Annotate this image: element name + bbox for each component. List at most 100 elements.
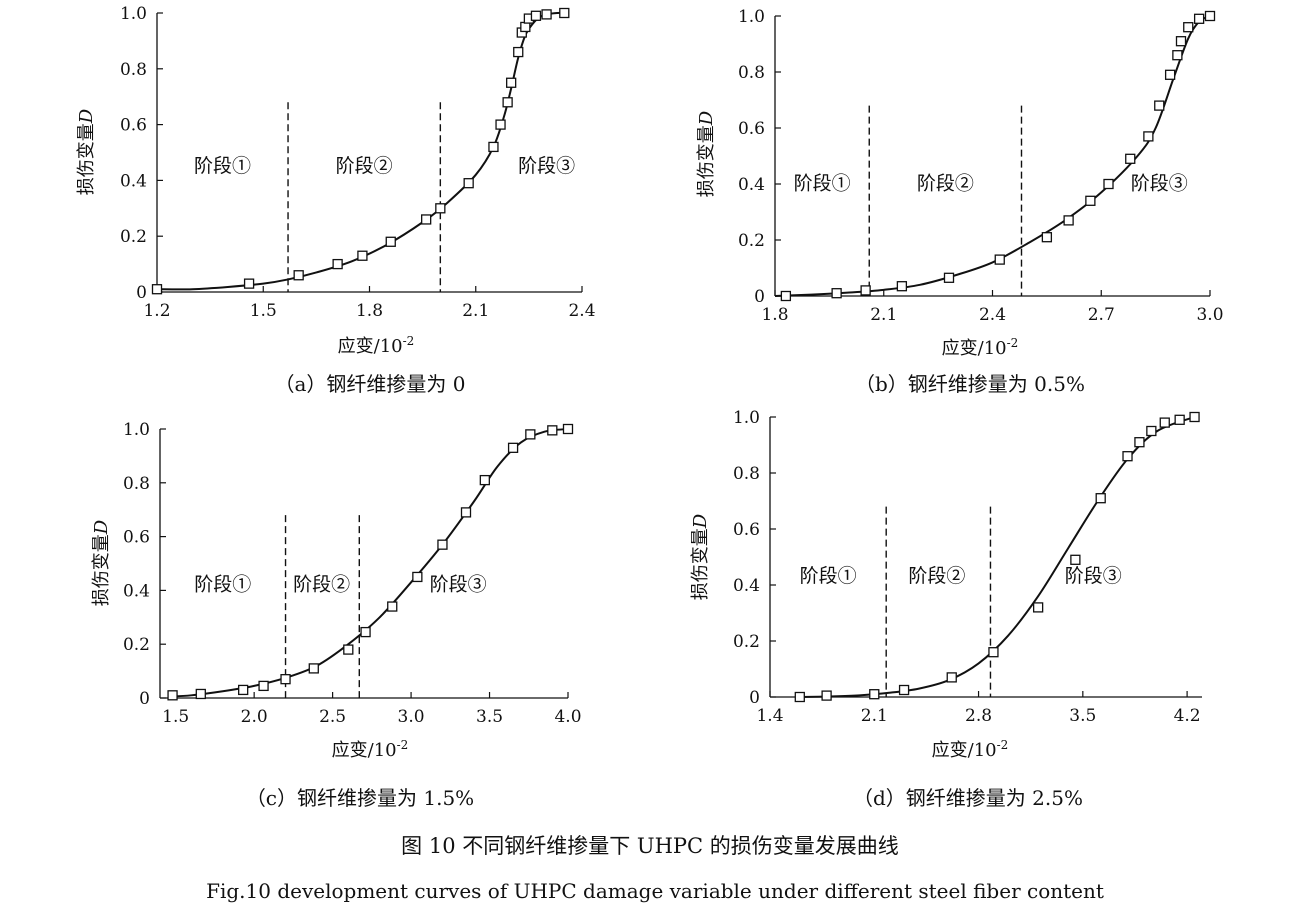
chart-0-x-tick-label: 1.5 xyxy=(250,301,277,321)
chart-2-data-point xyxy=(308,663,319,674)
chart-1-group: 1.8 2.1 2.4 2.7 3.0 0 0.2 0.4 0.6 0.8 1.0 阶段① 阶段② 阶段③… xyxy=(696,7,1224,396)
chart-2-x-axis-label: 应变/10-2 xyxy=(332,738,409,761)
chart-0-data-point xyxy=(151,284,163,295)
chart-0-data-point xyxy=(520,21,531,33)
chart-0-fit-curve xyxy=(156,11,568,291)
chart-1-x-tick-label: 2.1 xyxy=(870,305,897,325)
chart-2-data-point xyxy=(525,429,536,440)
chart-1-y-tick-label: 1.0 xyxy=(738,7,765,27)
chart-1-data-point xyxy=(1125,153,1136,164)
chart-1-caption: （b）钢纤维掺量为 0.5% xyxy=(855,372,1085,396)
chart-1-data-point xyxy=(1193,13,1205,24)
figure-title-en: Fig.10 development curves of UHPC damage… xyxy=(206,879,1104,903)
chart-3-data-point xyxy=(1095,493,1106,504)
chart-3-stage-label: 阶段① xyxy=(800,565,857,587)
chart-1-data-point xyxy=(1103,178,1114,190)
chart-0-data-point xyxy=(357,250,368,261)
chart-0-data-point xyxy=(513,46,524,58)
chart-3-y-tick-label: 0.2 xyxy=(733,632,760,652)
chart-1-y-tick-label: 0.4 xyxy=(738,175,765,195)
chart-3-data-point xyxy=(1032,602,1044,613)
chart-3-data-point xyxy=(1146,425,1157,437)
chart-0-data-point xyxy=(421,214,432,225)
chart-0-y-axis-label: 损伤变量D xyxy=(76,108,97,195)
chart-1-data-point xyxy=(1172,50,1183,61)
chart-0-data-point xyxy=(506,77,517,88)
chart-1-y-tick-label: 0.8 xyxy=(738,63,765,83)
chart-2-x-tick-label: 3.5 xyxy=(476,707,503,727)
chart-2-x-tick-label: 3.0 xyxy=(398,707,425,727)
chart-0-x-tick-label: 1.2 xyxy=(143,301,170,321)
chart-2-data-point xyxy=(280,674,291,685)
chart-2-data-point xyxy=(412,571,423,583)
chart-0-x-axis-label: 应变/10-2 xyxy=(338,334,415,357)
chart-1-x-tick-label: 2.4 xyxy=(979,305,1006,325)
chart-0-data-point xyxy=(488,141,499,153)
chart-3-y-tick-label: 0 xyxy=(749,688,760,708)
chart-1-data-point xyxy=(994,254,1005,265)
chart-0-caption: （a）钢纤维掺量为 0 xyxy=(274,372,465,396)
chart-3-data-point xyxy=(1159,417,1170,428)
chart-1-data-point xyxy=(1063,215,1074,226)
chart-0-y-tick-label: 0.4 xyxy=(120,171,147,191)
chart-1-x-axis-label: 应变/10-2 xyxy=(942,336,1019,359)
chart-0-data-point xyxy=(243,278,255,289)
chart-1-data-point xyxy=(1143,131,1154,142)
chart-2-data-point xyxy=(195,688,206,700)
chart-1-x-tick-label: 1.8 xyxy=(761,305,788,325)
chart-2-stage-label: 阶段③ xyxy=(430,573,487,595)
chart-2-y-axis-label: 损伤变量D xyxy=(91,519,112,606)
chart-3-x-axis-label: 应变/10-2 xyxy=(932,738,1009,761)
chart-2-y-tick-label: 0.2 xyxy=(123,635,150,655)
chart-1-data-point xyxy=(943,272,955,283)
chart-2-stage-label: 阶段① xyxy=(194,573,251,595)
chart-1-y-tick-label: 0.2 xyxy=(738,231,765,251)
chart-0-stage-label: 阶段② xyxy=(336,155,393,177)
chart-1-data-point xyxy=(1164,69,1176,80)
chart-2-data-point xyxy=(479,474,490,486)
chart-3-data-point xyxy=(821,690,832,701)
chart-2-data-point xyxy=(460,507,472,518)
chart-2-stage-label: 阶段② xyxy=(293,573,350,595)
chart-0-data-point xyxy=(502,97,513,108)
chart-3-data-point xyxy=(1174,414,1185,425)
chart-3-group: 1.4 2.1 2.8 3.5 4.2 0 0.2 0.4 0.6 0.8 1.0 阶段① 阶段② 阶段③… xyxy=(690,408,1202,810)
chart-2-data-point xyxy=(437,539,448,550)
chart-3-stage-label: 阶段② xyxy=(908,565,965,587)
chart-0-y-tick-label: 0.6 xyxy=(120,116,147,136)
chart-0-data-point xyxy=(463,178,474,189)
chart-1-data-point xyxy=(896,281,908,292)
chart-3-y-tick-label: 0.6 xyxy=(733,520,760,540)
chart-1-fit-curve xyxy=(774,15,1211,297)
chart-3-data-point xyxy=(1189,411,1200,423)
chart-2-x-tick-label: 2.5 xyxy=(319,707,346,727)
chart-3-x-tick-label: 2.8 xyxy=(965,706,992,726)
chart-2-data-point xyxy=(547,425,558,436)
chart-3-x-tick-label: 4.2 xyxy=(1174,706,1201,726)
chart-1-stage-label: 阶段① xyxy=(794,173,851,195)
chart-2-data-point xyxy=(360,626,371,638)
chart-0-data-point xyxy=(559,7,570,19)
chart-3-y-tick-label: 1.0 xyxy=(733,408,760,428)
chart-0-data-point xyxy=(385,236,396,247)
chart-3-data-point xyxy=(946,672,957,683)
chart-0-y-tick-label: 0.8 xyxy=(120,60,147,80)
chart-0-y-tick-label: 0.2 xyxy=(120,227,147,247)
chart-0-y-tick-label: 1.0 xyxy=(120,4,147,24)
chart-3-y-tick-label: 0.4 xyxy=(733,576,760,596)
chart-3-y-tick-label: 0.8 xyxy=(733,464,760,484)
chart-1-stage-label: 阶段③ xyxy=(1131,173,1188,195)
chart-1-data-point xyxy=(831,288,842,299)
chart-0-data-point xyxy=(293,270,304,281)
chart-0-data-point xyxy=(332,258,343,270)
chart-0-stage-label: 阶段① xyxy=(194,155,251,177)
chart-1-x-tick-label: 2.7 xyxy=(1088,305,1115,325)
chart-1-data-point xyxy=(1085,195,1096,206)
chart-2-x-tick-label: 1.5 xyxy=(162,707,189,727)
chart-0-y-tick-label: 0 xyxy=(136,283,147,303)
chart-1-data-point xyxy=(1175,36,1187,47)
chart-1-y-tick-label: 0.6 xyxy=(738,119,765,139)
chart-3-stage-label: 阶段③ xyxy=(1065,565,1122,587)
chart-3-data-point xyxy=(1122,451,1133,462)
chart-1-stage-label: 阶段② xyxy=(917,173,974,195)
